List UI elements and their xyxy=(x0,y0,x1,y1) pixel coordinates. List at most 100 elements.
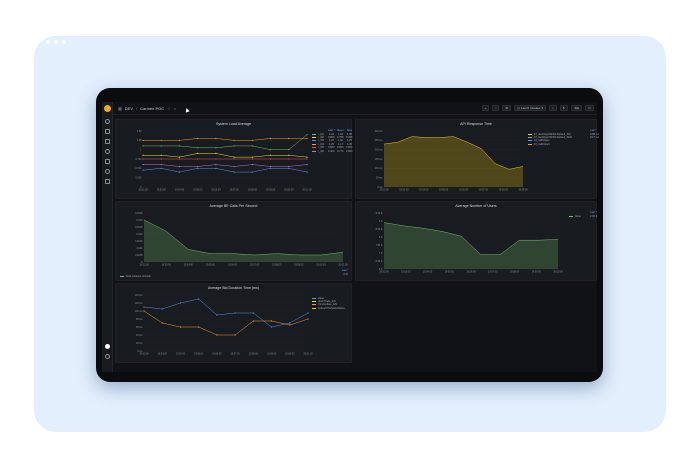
legend-item[interactable]: S3_callShape xyxy=(528,139,596,142)
shield-icon[interactable] xyxy=(105,179,110,184)
star-icon[interactable]: ☆ xyxy=(167,106,171,111)
legend-item[interactable]: h_l05 0.800 0.800 0.800 xyxy=(312,146,353,149)
panel-system-load[interactable]: System Load Average 1.50 1.25 1 0.750 0.500 0… xyxy=(115,119,353,199)
x-tick-label: 20:01:00 xyxy=(338,264,348,267)
panel-title[interactable]: System Load Average xyxy=(215,122,252,126)
gear-icon[interactable] xyxy=(105,169,110,174)
data-point xyxy=(160,164,162,166)
zoom-out-icon[interactable]: ⌕ xyxy=(549,105,557,111)
legend-item[interactable]: h_l04 1.25 1.17 1.45 xyxy=(312,143,352,146)
y-tick-label: 140 ms xyxy=(135,294,144,297)
legend: Total instance totCalls xyxy=(120,275,151,278)
data-point xyxy=(197,158,199,160)
data-point xyxy=(251,139,253,141)
tablet-frame: ▦ DEV / Carmen POC ☆ < + ▫ ⚙ ◷ Last 6 min… xyxy=(96,88,603,382)
search-icon[interactable] xyxy=(105,119,110,124)
y-tick-label: 100 ms xyxy=(135,310,144,313)
legend-item[interactable]: h_l03 1.22 1.02 1.25 xyxy=(312,139,352,142)
series-swatch xyxy=(528,136,532,138)
panel-users[interactable]: Average Number of Users 9.50 K 9 K 8.50 K 8… xyxy=(355,201,598,281)
data-point xyxy=(269,137,272,140)
breadcrumb-root[interactable]: DEV xyxy=(124,106,134,111)
legend-value: 0.758 xyxy=(337,135,344,139)
y-tick-label: 6 K xyxy=(379,268,383,271)
x-tick-label: 19:58:00 xyxy=(249,353,259,356)
data-point xyxy=(306,137,308,140)
series-name: S3_callOthers xyxy=(533,142,550,146)
legend-value: 1.22 xyxy=(328,132,334,136)
series-name[interactable]: Total instance totCalls xyxy=(125,275,151,278)
y-tick-label: 1.25 xyxy=(137,139,142,142)
legend-column-header[interactable]: Last * xyxy=(590,211,597,215)
y-tick-label: 0.003 xyxy=(137,219,144,222)
data-point xyxy=(306,156,308,158)
plot-area: 1.50 1.25 1 0.750 0.500 0.250 0 19:52:00 19:53:0… xyxy=(129,130,313,192)
x-tick-label: 19:53:00 xyxy=(161,264,171,267)
data-point xyxy=(215,147,217,149)
add-panel-button[interactable]: + xyxy=(481,105,490,111)
compass-icon[interactable] xyxy=(105,149,110,154)
legend-column-header[interactable]: Last * xyxy=(590,129,597,133)
data-point xyxy=(178,171,181,173)
legend-column-header[interactable]: Mean xyxy=(337,129,344,133)
refresh-interval-select[interactable]: 30s xyxy=(571,105,583,111)
data-point xyxy=(197,147,199,149)
y-tick-label: 9.50 K xyxy=(376,212,383,215)
apps-icon[interactable]: ▦ xyxy=(118,106,122,111)
legend: Value OpenTrade_EN PriceUpdate_EN RefreshTh… xyxy=(312,293,352,310)
sidebar xyxy=(102,102,113,372)
data-point xyxy=(215,152,217,154)
legend-item[interactable]: Value 2.00 K xyxy=(569,214,598,218)
legend-item[interactable]: h_l01 1.22 1.04 1.35 xyxy=(312,132,352,136)
legend-value: 0.400 xyxy=(328,149,335,153)
x-tick-label: 19:58:00 xyxy=(498,189,508,192)
panel-title[interactable]: Average Bid Duration Time (ms) xyxy=(207,286,260,290)
x-tick-label: 19:59:00 xyxy=(532,271,542,274)
legend-item[interactable]: h_l02 0.800 0.758 0.995 xyxy=(312,135,353,139)
panel-title[interactable]: Average Number of Users xyxy=(455,204,497,208)
x-tick-label: 19:59:00 xyxy=(518,189,528,192)
share-icon[interactable]: < xyxy=(173,106,177,111)
refresh-icon[interactable]: ↻ xyxy=(559,105,569,111)
legend-item[interactable]: S3_callOthers xyxy=(528,143,596,146)
data-point xyxy=(252,320,254,322)
legend-item[interactable]: h_l06 0.400 0.774 0.800 xyxy=(312,149,353,153)
legend-item[interactable]: S3_GetObjectWithinDefault_SM2 93.7 ms xyxy=(528,135,599,139)
dashboard-settings-icon[interactable]: ⚙ xyxy=(502,105,512,111)
dashboards-icon[interactable] xyxy=(105,139,110,144)
legend-item[interactable]: PriceUpdate_EN xyxy=(312,303,352,306)
time-range-picker[interactable]: ◷ Last 6 minutes ▾ xyxy=(514,105,547,111)
y-tick-label: 250 ms xyxy=(375,139,384,142)
avatar[interactable] xyxy=(105,344,110,349)
y-tick-label: 0.0005 xyxy=(135,254,143,257)
y-tick-label: 20 ms xyxy=(136,342,143,345)
data-point xyxy=(178,158,181,160)
legend-column-header[interactable]: Last * xyxy=(328,129,335,133)
grafana-logo-icon[interactable] xyxy=(104,105,111,112)
x-tick-label: 20:01:00 xyxy=(302,189,312,192)
plus-icon[interactable] xyxy=(105,129,110,134)
tv-mode-icon[interactable]: ▭ xyxy=(585,105,594,111)
y-tick-label: 100 ms xyxy=(375,167,384,170)
help-icon[interactable] xyxy=(105,354,110,359)
data-point xyxy=(178,145,181,147)
data-point xyxy=(288,165,290,168)
legend-column-header[interactable]: Max xyxy=(347,129,352,133)
legend-item[interactable]: OpenTrade_EN xyxy=(312,300,352,303)
panel-title[interactable]: API Response Time xyxy=(460,122,492,126)
panel-api-response[interactable]: API Response Time 300 ms 250 ms 200 ms 150 … xyxy=(355,119,599,199)
series-name: Value xyxy=(574,214,581,218)
series-line xyxy=(383,136,524,170)
legend-item[interactable]: S3_GetObjectWithinDefault_SM 0.88 ms xyxy=(528,132,599,136)
breadcrumb: ▦ DEV / Carmen POC ☆ < xyxy=(118,106,176,111)
save-dashboard-icon[interactable]: ▫ xyxy=(492,105,500,111)
panel-title[interactable]: Average BE Calls Per Second xyxy=(209,204,258,208)
breadcrumb-page[interactable]: Carmen POC xyxy=(140,106,165,111)
series-name: S3_GetObjectWithinDefault_SM2 xyxy=(533,135,573,139)
legend-item[interactable]: RefreshTheStatusMessage_EN xyxy=(312,307,352,310)
panel-be-calls[interactable]: Average BE Calls Per Second 0.0035 0.003 0… xyxy=(115,201,352,281)
panel-duration[interactable]: Average Bid Duration Time (ms) 140 ms 120… xyxy=(115,283,352,363)
y-tick-label: 0.001 xyxy=(137,247,144,250)
legend-item[interactable]: Value xyxy=(312,296,352,300)
bell-icon[interactable] xyxy=(105,159,110,164)
